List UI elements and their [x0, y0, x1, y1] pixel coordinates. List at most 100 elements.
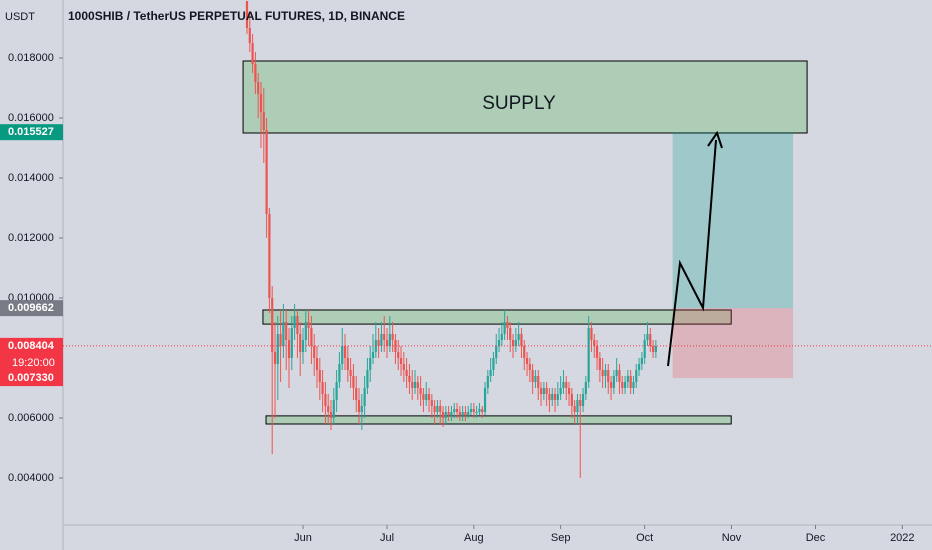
- candle-body: [595, 345, 599, 358]
- zone: [265, 415, 732, 425]
- candle-body: [436, 405, 439, 412]
- candle-body: [475, 411, 478, 413]
- candle-body: [293, 315, 296, 328]
- price-badge-label: 0.008404: [8, 340, 55, 352]
- candle-body: [623, 381, 627, 388]
- candle-body: [551, 393, 554, 400]
- zone: [242, 60, 808, 134]
- candle-body: [562, 381, 565, 388]
- candle-body: [556, 393, 559, 400]
- x-tick-label: Sep: [551, 532, 571, 544]
- candle-body: [279, 333, 282, 346]
- candle-body: [397, 351, 400, 358]
- candle-body: [469, 408, 473, 412]
- candle-body: [399, 357, 403, 364]
- candle-body: [363, 387, 366, 406]
- candle-body: [439, 405, 442, 412]
- candle-body: [500, 333, 503, 340]
- candle-body: [335, 381, 338, 400]
- candle-body: [251, 42, 254, 64]
- candle-body: [632, 381, 635, 388]
- candle-body: [506, 321, 509, 328]
- supply-label: SUPPLY: [482, 93, 556, 114]
- candle-body: [383, 333, 386, 340]
- candle-body: [618, 369, 621, 382]
- candle-body: [338, 363, 341, 382]
- candle-body: [360, 405, 363, 412]
- candle-body: [629, 375, 632, 388]
- candle-body: [405, 369, 408, 376]
- candle-body: [621, 381, 624, 388]
- candle-body: [523, 345, 526, 358]
- candle-body: [587, 327, 590, 382]
- candle-body: [486, 375, 489, 388]
- candle-body: [341, 345, 344, 364]
- candle-body: [388, 333, 391, 346]
- candle-body: [366, 369, 369, 388]
- zone: [262, 309, 732, 325]
- price-badge-label: 0.009662: [8, 302, 54, 314]
- candle-body: [646, 333, 649, 340]
- candle-body: [492, 357, 495, 370]
- candle-body: [282, 321, 285, 346]
- candle-body: [503, 321, 506, 334]
- candle-body: [455, 408, 459, 412]
- candle-body: [579, 399, 582, 406]
- candle-body: [531, 369, 534, 382]
- candle-body: [427, 393, 431, 400]
- candle-body: [472, 408, 475, 412]
- candle-body: [464, 411, 467, 415]
- candle-body: [649, 333, 652, 346]
- candle-body: [584, 381, 587, 394]
- candle-body: [248, 27, 251, 43]
- candle-body: [299, 333, 302, 352]
- candle-body: [604, 369, 607, 376]
- candle-body: [444, 411, 447, 418]
- candle-body: [318, 369, 321, 382]
- candle-body: [313, 345, 316, 358]
- candle-body: [268, 213, 271, 298]
- candle-body: [349, 369, 352, 376]
- candle-body: [450, 411, 453, 415]
- candle-body: [637, 363, 641, 370]
- candle-body: [458, 411, 461, 415]
- candle-body: [296, 315, 299, 334]
- x-tick-label: Dec: [806, 532, 826, 544]
- candle-body: [567, 387, 571, 394]
- candle-body: [332, 399, 335, 418]
- candle-body: [545, 387, 548, 394]
- candle-body: [612, 375, 615, 388]
- candle-body: [483, 387, 487, 412]
- candle-body: [525, 357, 529, 364]
- candle-body: [262, 111, 265, 130]
- candle-body: [598, 357, 601, 370]
- candle-body: [640, 357, 643, 364]
- candle-body: [607, 369, 610, 382]
- candle-body: [517, 333, 520, 340]
- candle-body: [581, 393, 585, 406]
- x-tick-label: Jun: [294, 532, 312, 544]
- candle-body: [520, 333, 523, 346]
- currency: USDT: [5, 11, 35, 23]
- candle-body: [514, 339, 517, 346]
- candle-body: [402, 363, 405, 370]
- x-tick-label: Oct: [636, 532, 653, 544]
- y-tick-label: 0.018000: [8, 52, 54, 64]
- candle-body: [559, 387, 562, 394]
- candle-body: [346, 357, 349, 370]
- candle-body: [481, 408, 484, 412]
- candle-body: [534, 375, 537, 382]
- candle-body: [315, 357, 319, 370]
- zones: [242, 60, 808, 425]
- price-badge: [0, 300, 63, 317]
- zone: [672, 308, 794, 379]
- candle-body: [467, 411, 470, 415]
- candle-body: [411, 381, 414, 388]
- candle-body: [601, 369, 604, 376]
- candle-body: [590, 327, 593, 340]
- price-badge: [0, 337, 63, 372]
- arrow-head: [707, 130, 723, 149]
- candle-body: [285, 321, 288, 340]
